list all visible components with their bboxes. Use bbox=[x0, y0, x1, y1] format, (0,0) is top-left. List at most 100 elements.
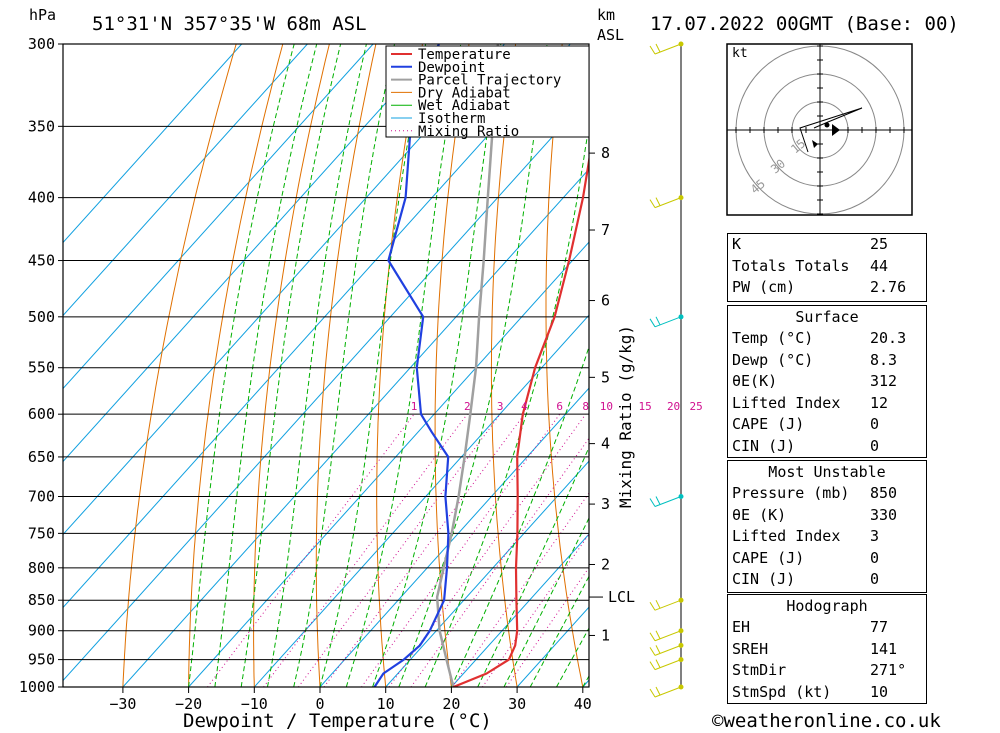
pressure-tick-label: 600 bbox=[28, 405, 55, 423]
legend-entry: Wet Adiabat bbox=[418, 98, 511, 114]
mixing-ratio-label: 25 bbox=[689, 400, 702, 413]
hodograph-title: Hodograph bbox=[786, 597, 868, 615]
datetime-title: 17.07.2022 00GMT (Base: 00) bbox=[650, 13, 959, 35]
legend-entry: Dewpoint bbox=[418, 60, 485, 76]
mixing-ratio-label: 15 bbox=[639, 400, 652, 413]
wind-barb bbox=[649, 644, 682, 656]
wind-barb bbox=[649, 659, 682, 671]
pressure-tick-label: 550 bbox=[28, 359, 55, 377]
most-unstable-row: Lifted Index 3 bbox=[728, 526, 926, 548]
legend-entry: Temperature bbox=[418, 47, 511, 63]
isotherm-line bbox=[253, 314, 589, 687]
row-key: CIN (J) bbox=[732, 436, 796, 455]
hodograph-table-row: StmDir 271° bbox=[728, 660, 926, 682]
row-value: 0 bbox=[870, 548, 880, 567]
mixing-ratio-line bbox=[361, 413, 561, 687]
dry-adiabat-line bbox=[376, 44, 423, 687]
x-tick-label: 10 bbox=[377, 695, 395, 713]
isotherm-line bbox=[63, 44, 440, 463]
dry-adiabat-line bbox=[253, 44, 330, 687]
km-tick-label: 6 bbox=[601, 292, 610, 310]
x-tick-label: −20 bbox=[175, 695, 202, 713]
legend-entry: Mixing Ratio bbox=[418, 124, 519, 140]
row-key: CAPE (J) bbox=[732, 548, 805, 567]
row-key: θE (K) bbox=[732, 505, 787, 524]
dewpoint-line bbox=[373, 44, 450, 687]
wet-adiabat-line bbox=[424, 121, 589, 687]
dry-adiabat-line bbox=[490, 44, 518, 687]
x-tick-label: 30 bbox=[508, 695, 526, 713]
isotherm-line bbox=[122, 168, 589, 687]
km-tick-label: 3 bbox=[601, 495, 610, 513]
wet-adiabat-line bbox=[293, 44, 395, 687]
pressure-tick-label: 400 bbox=[28, 189, 55, 207]
surface-row: CAPE (J) 0 bbox=[728, 414, 926, 436]
pressure-tick-label: 900 bbox=[28, 622, 55, 640]
mixing-ratio-axis-label: Mixing Ratio (g/kg) bbox=[616, 325, 635, 508]
km-tick-label: 2 bbox=[601, 555, 610, 573]
dry-adiabat-line bbox=[981, 44, 1000, 687]
hodograph-table-row: StmSpd (kt) 10 bbox=[728, 682, 926, 704]
surface-row: Temp (°C) 20.3 bbox=[728, 328, 926, 350]
most-unstable-row: CIN (J) 0 bbox=[728, 569, 926, 591]
legend-entry: Parcel Trajectory bbox=[418, 73, 561, 89]
wet-adiabat-line bbox=[188, 44, 295, 687]
mixing-ratio-line bbox=[323, 413, 525, 687]
wind-barb bbox=[649, 599, 682, 611]
wind-barb bbox=[649, 43, 682, 55]
surface-table: Surface Temp (°C) 20.3 Dewp (°C) 8.3 θE(K) 31… bbox=[727, 305, 927, 458]
indices-row: PW (cm) 2.76 bbox=[728, 277, 926, 299]
isotherm-line bbox=[63, 44, 308, 317]
km-tick-label: 4 bbox=[601, 435, 610, 453]
pressure-tick-label: 750 bbox=[28, 524, 55, 542]
row-key: EH bbox=[732, 618, 751, 636]
isotherm-line bbox=[63, 44, 243, 244]
row-key: PW (cm) bbox=[732, 278, 796, 296]
most-unstable-row: θE (K) 330 bbox=[728, 505, 926, 527]
hodograph-trace bbox=[799, 107, 863, 153]
km-tick-label: 5 bbox=[601, 368, 610, 386]
mixing-ratio-label: 3 bbox=[497, 400, 504, 413]
wet-adiabat-line bbox=[372, 44, 502, 687]
row-key: Lifted Index bbox=[732, 527, 841, 545]
dry-adiabat-line bbox=[545, 44, 584, 687]
legend-entry: Dry Adiabat bbox=[418, 85, 511, 101]
row-value: 2.76 bbox=[870, 278, 907, 296]
mixing-ratio-label: 10 bbox=[600, 400, 613, 413]
x-tick-label: 40 bbox=[574, 695, 592, 713]
isotherm-line bbox=[385, 460, 589, 687]
mixing-ratio-label: 2 bbox=[464, 400, 471, 413]
hodograph-marker bbox=[812, 140, 818, 148]
mixing-ratio-label: 4 bbox=[521, 400, 528, 413]
legend-entry: Isotherm bbox=[418, 111, 485, 127]
mixing-ratio-label: 1 bbox=[411, 400, 418, 413]
hodograph-table-row: SREH 141 bbox=[728, 639, 926, 661]
x-tick-label: 20 bbox=[442, 695, 460, 713]
indices-table: K 25 Totals Totals 44 PW (cm) 2.76 bbox=[727, 233, 927, 302]
surface-title: Surface bbox=[795, 308, 859, 326]
row-value: 0 bbox=[870, 570, 880, 588]
row-value: 330 bbox=[870, 505, 898, 524]
x-axis-label: Dewpoint / Temperature (°C) bbox=[183, 710, 492, 732]
dry-adiabat-line bbox=[188, 44, 284, 687]
x-tick-label: −30 bbox=[109, 695, 136, 713]
wind-barb bbox=[649, 686, 682, 698]
pressure-tick-label: 850 bbox=[28, 591, 55, 609]
wet-adiabat-line bbox=[240, 44, 342, 687]
dry-adiabat-line bbox=[122, 44, 237, 687]
hodograph-unit: kt bbox=[732, 46, 748, 61]
x-tick-label: 0 bbox=[315, 695, 324, 713]
pressure-tick-label: 350 bbox=[28, 117, 55, 135]
wet-adiabat-line bbox=[345, 44, 462, 687]
row-value: 0 bbox=[870, 415, 880, 433]
row-value: 77 bbox=[870, 618, 889, 636]
wet-adiabat-line bbox=[503, 516, 589, 687]
wet-adiabat-line bbox=[529, 575, 589, 687]
row-key: CIN (J) bbox=[732, 570, 796, 588]
unit-hpa: hPa bbox=[29, 6, 56, 24]
pressure-tick-label: 800 bbox=[28, 559, 55, 577]
pressure-tick-label: 650 bbox=[28, 448, 55, 466]
most-unstable-title: Most Unstable bbox=[768, 463, 886, 481]
row-value: 141 bbox=[870, 639, 898, 658]
